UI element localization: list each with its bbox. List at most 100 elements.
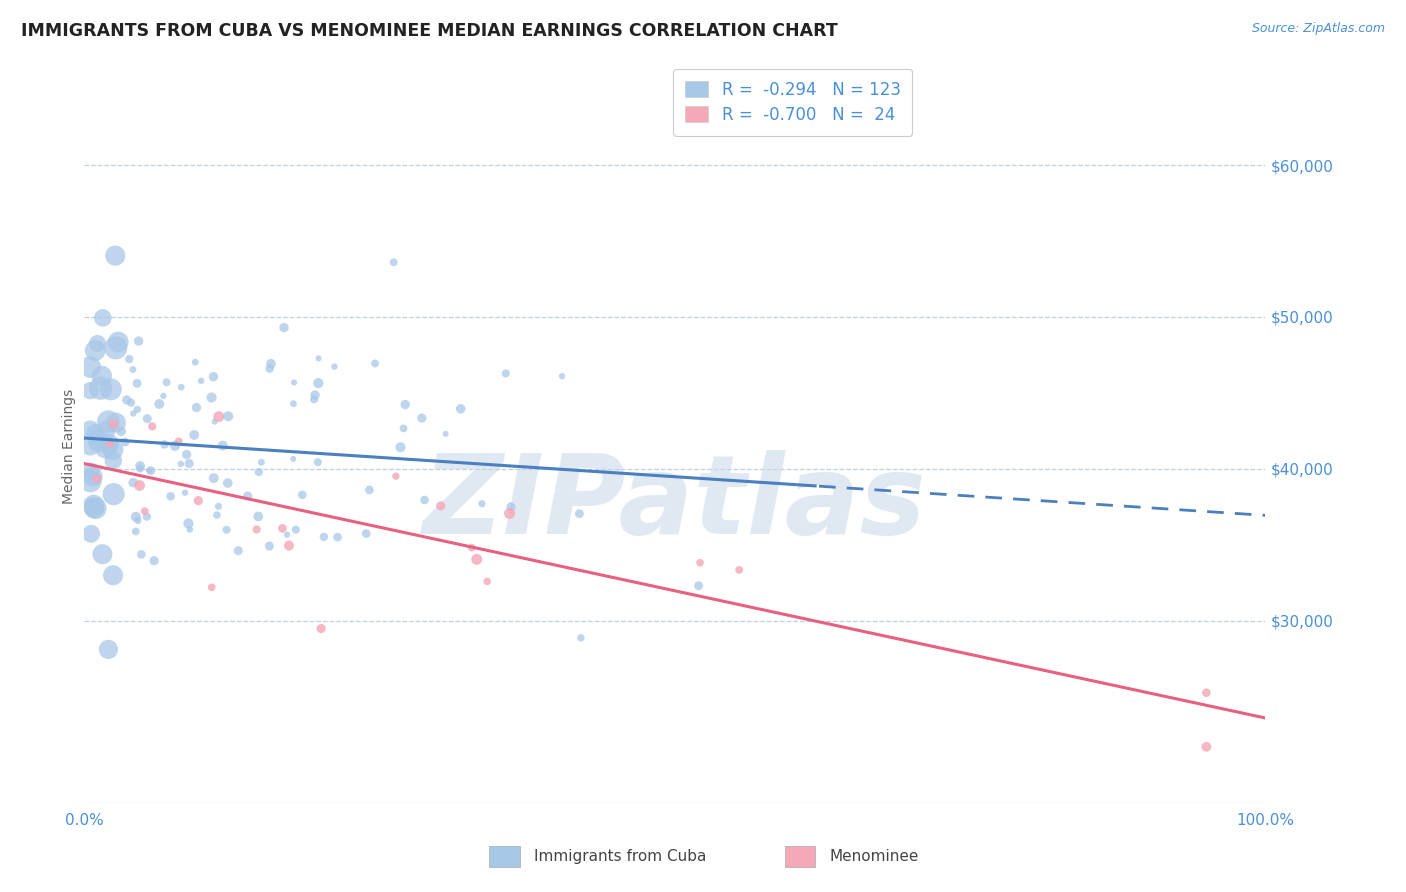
Point — [179, 457, 201, 471]
Point — [98, 437, 121, 451]
Point — [79, 384, 101, 398]
Point — [170, 380, 193, 394]
Point — [276, 527, 298, 541]
Point — [174, 485, 197, 500]
Point — [163, 439, 186, 453]
Point — [207, 500, 229, 514]
Point — [139, 464, 162, 478]
Point — [179, 523, 201, 537]
Point — [131, 548, 153, 562]
Point — [246, 523, 269, 537]
Point — [217, 409, 239, 424]
Point — [121, 362, 143, 376]
Point — [94, 441, 117, 455]
Text: ZIPatlas: ZIPatlas — [423, 450, 927, 557]
Point — [411, 411, 433, 425]
Point — [115, 392, 138, 407]
Point — [138, 464, 160, 478]
Point — [278, 539, 301, 553]
Point — [94, 424, 117, 438]
Point — [103, 487, 125, 501]
Point — [499, 500, 522, 514]
Point — [122, 407, 145, 421]
Point — [211, 439, 233, 453]
Point — [127, 402, 149, 417]
Point — [122, 475, 145, 490]
Point — [125, 524, 148, 539]
Point — [91, 547, 114, 561]
Point — [148, 397, 170, 411]
Point — [101, 442, 124, 457]
Point — [101, 568, 124, 582]
Point — [177, 516, 200, 531]
Point — [498, 507, 520, 521]
Point — [364, 357, 387, 371]
Point — [83, 500, 105, 515]
Point — [103, 417, 125, 431]
Point — [389, 440, 412, 454]
Point — [97, 415, 120, 429]
Point — [260, 357, 283, 371]
Point — [79, 474, 101, 488]
Point — [186, 401, 208, 415]
Point — [135, 509, 157, 524]
Point — [104, 416, 127, 430]
Point — [183, 428, 205, 442]
Point — [127, 513, 149, 527]
Point — [354, 526, 377, 541]
Point — [114, 435, 136, 450]
Point — [79, 360, 101, 375]
Point — [569, 631, 592, 645]
Point — [308, 351, 330, 366]
Point — [128, 334, 150, 348]
Point — [385, 469, 408, 483]
Point — [84, 501, 107, 516]
Point — [429, 499, 451, 513]
Y-axis label: Median Earnings: Median Earnings — [62, 388, 76, 504]
Point — [120, 395, 142, 409]
Point — [471, 497, 494, 511]
Point — [273, 320, 295, 334]
Text: Immigrants from Cuba: Immigrants from Cuba — [534, 849, 707, 863]
Point — [283, 397, 305, 411]
Point — [84, 426, 107, 441]
Point — [143, 554, 166, 568]
Point — [728, 563, 751, 577]
Point — [125, 509, 148, 524]
Point — [98, 437, 121, 451]
Point — [304, 388, 326, 402]
Point — [307, 455, 329, 469]
Point — [359, 483, 381, 497]
Text: Menominee: Menominee — [830, 849, 920, 863]
Point — [326, 530, 349, 544]
Point — [152, 389, 174, 403]
Point — [204, 415, 226, 429]
Point — [128, 478, 150, 492]
Point — [551, 369, 574, 384]
Point — [413, 493, 436, 508]
Point — [312, 530, 335, 544]
Point — [104, 249, 127, 263]
Point — [247, 465, 270, 479]
Point — [689, 556, 711, 570]
Point — [86, 336, 108, 351]
Bar — [489, 846, 520, 867]
Bar — [785, 846, 815, 867]
Point — [118, 352, 141, 367]
Point — [187, 493, 209, 508]
Point — [284, 523, 307, 537]
Point — [87, 434, 110, 449]
Point — [465, 552, 488, 566]
Point — [167, 434, 190, 449]
Point — [271, 521, 294, 535]
Point — [103, 453, 125, 467]
Point — [79, 439, 101, 453]
Point — [1195, 686, 1218, 700]
Point — [129, 458, 152, 473]
Point — [129, 461, 152, 475]
Point — [176, 447, 198, 461]
Point — [104, 341, 127, 355]
Point — [208, 409, 231, 424]
Point — [80, 526, 103, 541]
Point — [155, 376, 177, 390]
